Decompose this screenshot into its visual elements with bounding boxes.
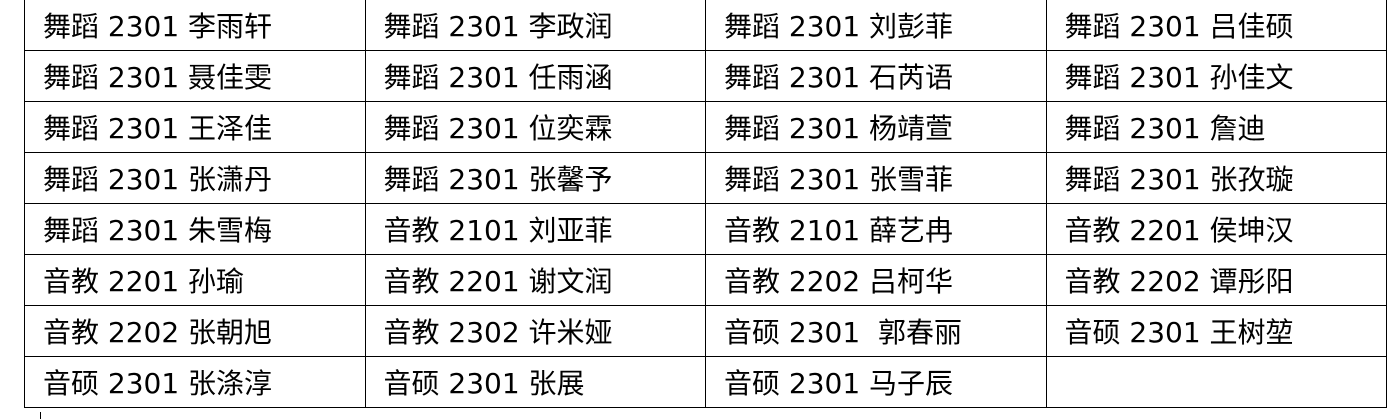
table-cell: 音教 2101 薛艺冉 [705,203,1047,255]
table-row: 音教 2202 张朝旭 音教 2302 许米娅 音硕 2301 郭春丽 音硕 2301… [24,305,1387,357]
table-cell: 舞蹈 2301 李雨轩 [24,0,366,51]
table-cell: 舞蹈 2301 刘彭菲 [705,0,1047,51]
table-cell: 舞蹈 2301 李政润 [364,0,706,51]
table-cell: 舞蹈 2301 张潇丹 [24,152,366,204]
table-cell: 音教 2101 刘亚菲 [364,203,706,255]
table-cell: 舞蹈 2301 朱雪梅 [24,203,366,255]
table-row: 舞蹈 2301 朱雪梅 音教 2101 刘亚菲 音教 2101 薛艺冉 音教 2201… [24,203,1387,255]
table-row: 音教 2201 孙瑜 音教 2201 谢文润 音教 2202 吕柯华 音教 2202 … [24,254,1387,306]
table-cell: 音教 2201 侯坤汉 [1045,203,1387,255]
table-cell: 舞蹈 2301 石芮语 [705,50,1047,102]
table-row: 音硕 2301 张涤淳 音硕 2301 张展 音硕 2301 马子辰 [24,356,1387,408]
table-cell: 舞蹈 2301 王泽佳 [24,101,366,153]
table-cell: 舞蹈 2301 詹迪 [1045,101,1387,153]
table-row: 舞蹈 2301 李雨轩 舞蹈 2301 李政润 舞蹈 2301 刘彭菲 舞蹈 2301… [24,0,1387,51]
table-cell: 音教 2302 许米娅 [364,305,706,357]
table-cell: 音教 2202 谭彤阳 [1045,254,1387,306]
table-cell: 音硕 2301 郭春丽 [705,305,1047,357]
table-cell: 音教 2202 吕柯华 [705,254,1047,306]
table-cell: 舞蹈 2301 张雪菲 [705,152,1047,204]
table-cell: 舞蹈 2301 位奕霖 [364,101,706,153]
table-cell: 音教 2201 谢文润 [364,254,706,306]
table-cell: 音硕 2301 马子辰 [705,356,1047,408]
table-cell: 舞蹈 2301 张馨予 [364,152,706,204]
table-row: 舞蹈 2301 王泽佳 舞蹈 2301 位奕霖 舞蹈 2301 杨靖萱 舞蹈 2301… [24,101,1387,153]
text-cursor [40,412,41,419]
table-cell: 音硕 2301 张展 [364,356,706,408]
table-cell: 舞蹈 2301 杨靖萱 [705,101,1047,153]
table-cell: 舞蹈 2301 吕佳硕 [1045,0,1387,51]
table-cell: 舞蹈 2301 张孜璇 [1045,152,1387,204]
table-cell: 舞蹈 2301 孙佳文 [1045,50,1387,102]
table-cell: 音硕 2301 张涤淳 [24,356,366,408]
table-row: 舞蹈 2301 聂佳雯 舞蹈 2301 任雨涵 舞蹈 2301 石芮语 舞蹈 2301… [24,50,1387,102]
table-cell [1045,356,1387,408]
table-cell: 舞蹈 2301 聂佳雯 [24,50,366,102]
table-cell: 音教 2201 孙瑜 [24,254,366,306]
table-cell: 音硕 2301 王树堃 [1045,305,1387,357]
table-cell: 音教 2202 张朝旭 [24,305,366,357]
student-list-table: 舞蹈 2301 李雨轩 舞蹈 2301 李政润 舞蹈 2301 刘彭菲 舞蹈 2301… [24,0,1387,408]
table-row: 舞蹈 2301 张潇丹 舞蹈 2301 张馨予 舞蹈 2301 张雪菲 舞蹈 2301… [24,152,1387,204]
table-cell: 舞蹈 2301 任雨涵 [364,50,706,102]
